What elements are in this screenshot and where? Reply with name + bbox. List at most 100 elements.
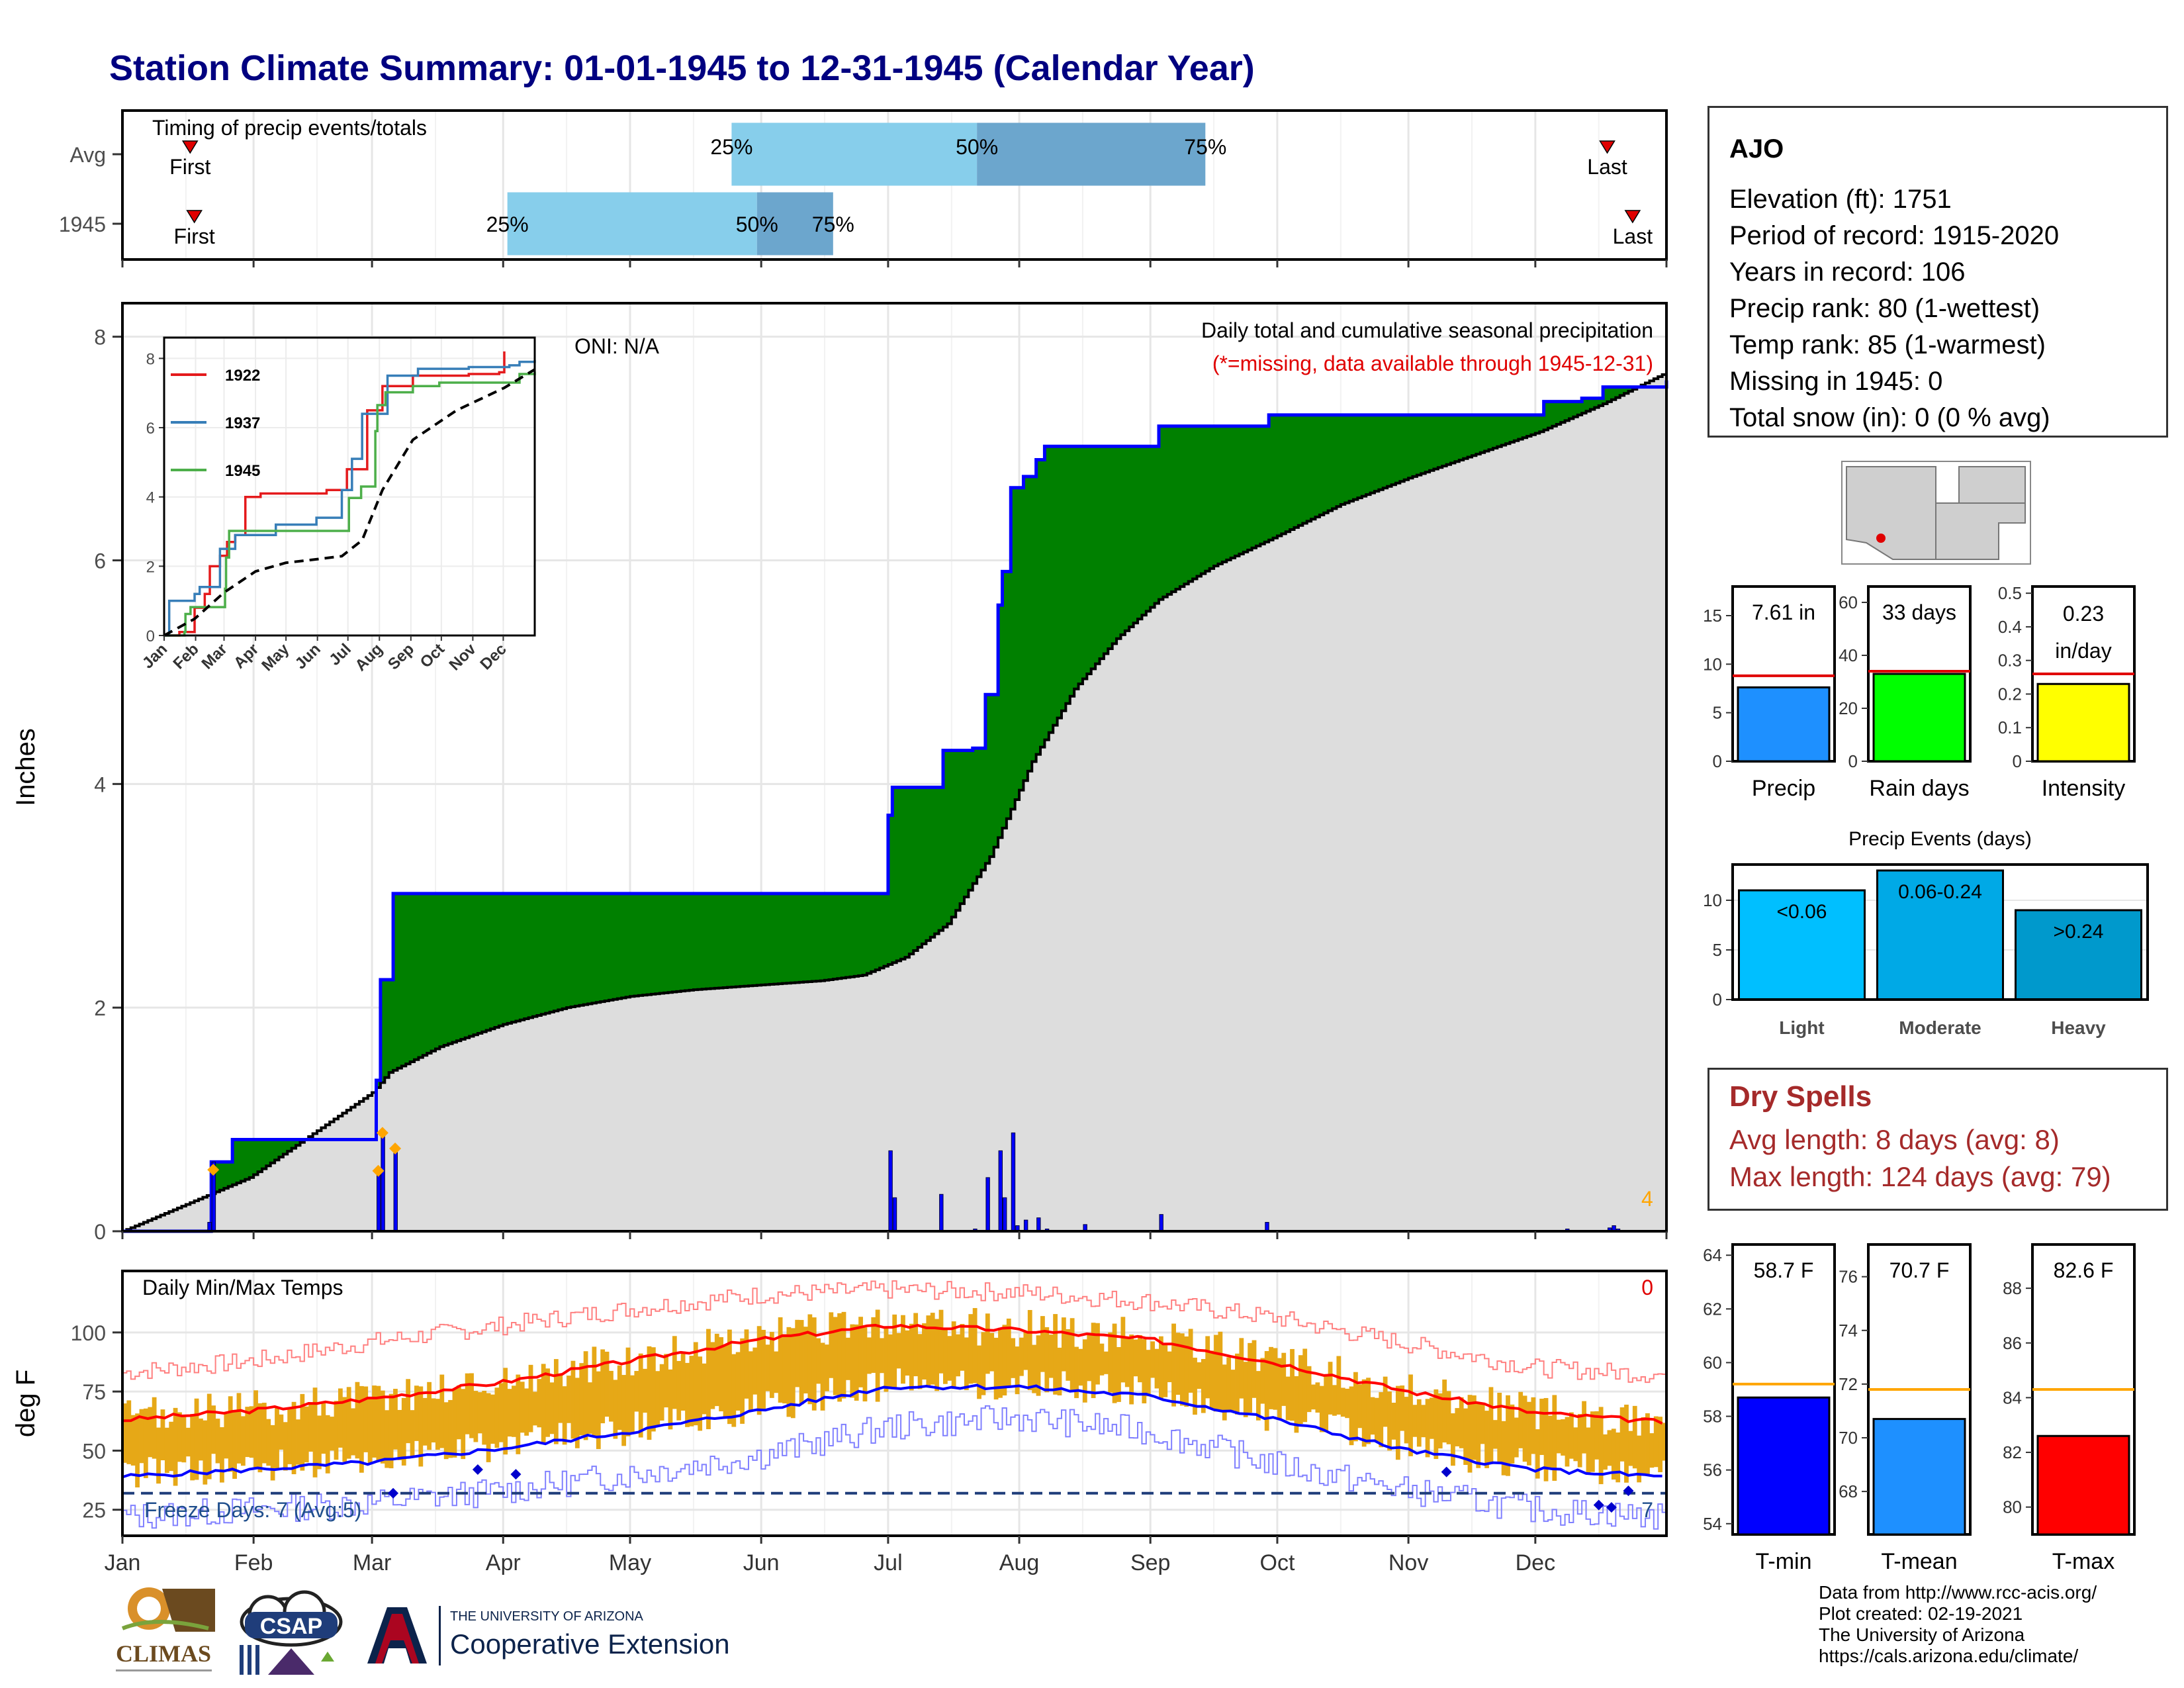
above-average-fill bbox=[1129, 446, 1134, 628]
above-average-fill bbox=[224, 1162, 229, 1189]
above-average-fill bbox=[512, 893, 517, 1023]
x-tick-label: Jan bbox=[105, 1550, 141, 1575]
above-average-fill bbox=[1603, 387, 1608, 404]
daily-temp-bar bbox=[947, 1336, 952, 1381]
above-average-fill bbox=[960, 750, 965, 904]
above-average-fill bbox=[609, 893, 614, 1000]
above-average-fill bbox=[1167, 426, 1172, 594]
above-average-fill bbox=[257, 1139, 263, 1172]
daily-temp-bar bbox=[549, 1382, 555, 1434]
above-average-fill bbox=[524, 893, 529, 1019]
above-average-fill bbox=[1306, 414, 1312, 522]
above-average-fill bbox=[1201, 426, 1206, 574]
daily-precip-bar bbox=[892, 1197, 897, 1232]
above-average-fill bbox=[1522, 414, 1527, 438]
summary-y-tick: 0 bbox=[1713, 751, 1722, 771]
above-average-fill bbox=[985, 694, 990, 864]
above-average-fill bbox=[1527, 414, 1532, 437]
above-average-fill bbox=[579, 893, 584, 1006]
daily-temp-bar bbox=[909, 1323, 914, 1391]
above-average-fill bbox=[588, 893, 593, 1004]
daily-temp-bar bbox=[1324, 1376, 1329, 1432]
daily-temp-bar bbox=[503, 1368, 508, 1455]
daily-temp-bar bbox=[1607, 1430, 1612, 1466]
first-label: First bbox=[174, 224, 215, 248]
above-average-fill bbox=[1091, 446, 1096, 669]
daily-temp-bar bbox=[304, 1406, 309, 1463]
daily-temp-bar bbox=[220, 1427, 224, 1483]
daily-temp-bar bbox=[351, 1408, 355, 1456]
above-average-fill bbox=[1539, 414, 1545, 432]
daily-temp-bar bbox=[1069, 1318, 1075, 1392]
daily-temp-bar bbox=[613, 1380, 618, 1439]
daily-temp-bar bbox=[1306, 1366, 1312, 1413]
summary-bar bbox=[2036, 1434, 2130, 1536]
above-average-fill bbox=[533, 893, 537, 1017]
above-average-fill bbox=[401, 893, 406, 1066]
daily-temp-bar bbox=[393, 1389, 398, 1450]
station-years: Years in record: 106 bbox=[1729, 258, 1966, 287]
summary-y-tick: 0.5 bbox=[1998, 583, 2022, 603]
daily-temp-bar bbox=[122, 1403, 127, 1463]
above-average-fill bbox=[516, 893, 521, 1021]
inset-y-tick: 4 bbox=[146, 489, 155, 507]
inset-series-1937 bbox=[164, 360, 536, 637]
daily-temp-bar bbox=[698, 1356, 703, 1431]
daily-temp-bar bbox=[249, 1406, 254, 1458]
legend-label: 1945 bbox=[225, 462, 260, 480]
above-average-fill bbox=[1488, 414, 1494, 450]
summary-bars: 0 5 10 15 7.61 in Precip 0 20 40 60 33 days Rain da… bbox=[1703, 583, 2136, 801]
daily-temp-bar bbox=[1658, 1417, 1663, 1473]
daily-temp-bar bbox=[748, 1351, 753, 1412]
daily-temp-bar bbox=[1281, 1352, 1287, 1406]
daily-temp-bar bbox=[477, 1392, 482, 1434]
station-temp-rank: Temp rank: 85 (1-warmest) bbox=[1729, 330, 2046, 359]
above-average-fill bbox=[494, 893, 500, 1028]
above-average-fill bbox=[1218, 426, 1223, 564]
above-average-fill bbox=[930, 787, 935, 937]
above-average-fill bbox=[706, 893, 711, 989]
above-average-fill bbox=[1586, 398, 1591, 412]
csap-logo: CSAP bbox=[228, 1589, 347, 1685]
above-average-fill bbox=[1006, 571, 1011, 819]
above-average-fill bbox=[1188, 426, 1193, 582]
daily-temp-bar bbox=[951, 1321, 956, 1389]
daily-temp-bar bbox=[1239, 1338, 1244, 1399]
quartile-label: 50% bbox=[736, 212, 778, 236]
daily-temp-bar bbox=[401, 1397, 406, 1466]
daily-temp-bar bbox=[380, 1390, 385, 1464]
event-bar-label: <0.06 bbox=[1777, 901, 1827, 923]
daily-temp-bar bbox=[1138, 1335, 1142, 1383]
page-title: Station Climate Summary: 01-01-1945 to 1… bbox=[109, 48, 1255, 88]
summary-y-tick: 64 bbox=[1703, 1245, 1722, 1265]
above-average-fill bbox=[723, 893, 728, 988]
precip-subtitle: (*=missing, data available through 1945-… bbox=[1212, 352, 1653, 375]
above-average-fill bbox=[866, 893, 872, 974]
daily-temp-bar bbox=[875, 1309, 880, 1402]
above-average-fill bbox=[820, 893, 825, 981]
above-average-fill bbox=[1628, 387, 1633, 392]
daily-temp-bar bbox=[680, 1351, 686, 1411]
above-average-fill bbox=[1400, 414, 1405, 482]
above-average-fill bbox=[1324, 414, 1329, 513]
daily-temp-bar bbox=[930, 1313, 935, 1385]
summary-value: 70.7 F bbox=[1889, 1258, 1950, 1282]
above-average-fill bbox=[1251, 426, 1257, 548]
quartile-bar-low bbox=[731, 122, 978, 186]
daily-temp-bar bbox=[1133, 1339, 1138, 1377]
daily-temp-bar bbox=[1091, 1323, 1096, 1399]
summary-y-tick: 20 bbox=[1839, 698, 1858, 718]
above-average-fill bbox=[1437, 414, 1443, 468]
above-average-fill bbox=[1133, 446, 1138, 624]
above-average-fill bbox=[1103, 446, 1109, 654]
above-average-fill bbox=[422, 893, 428, 1056]
above-average-fill bbox=[951, 750, 956, 917]
daily-temp-bar bbox=[841, 1311, 846, 1399]
above-average-fill bbox=[507, 893, 512, 1023]
summary-value: 58.7 F bbox=[1754, 1258, 1814, 1282]
daily-temp-bar bbox=[1142, 1339, 1147, 1404]
daily-temp-bar bbox=[1565, 1417, 1570, 1467]
above-average-fill bbox=[1285, 414, 1291, 532]
daily-temp-bar bbox=[850, 1324, 855, 1398]
daily-temp-bar bbox=[1527, 1401, 1531, 1466]
